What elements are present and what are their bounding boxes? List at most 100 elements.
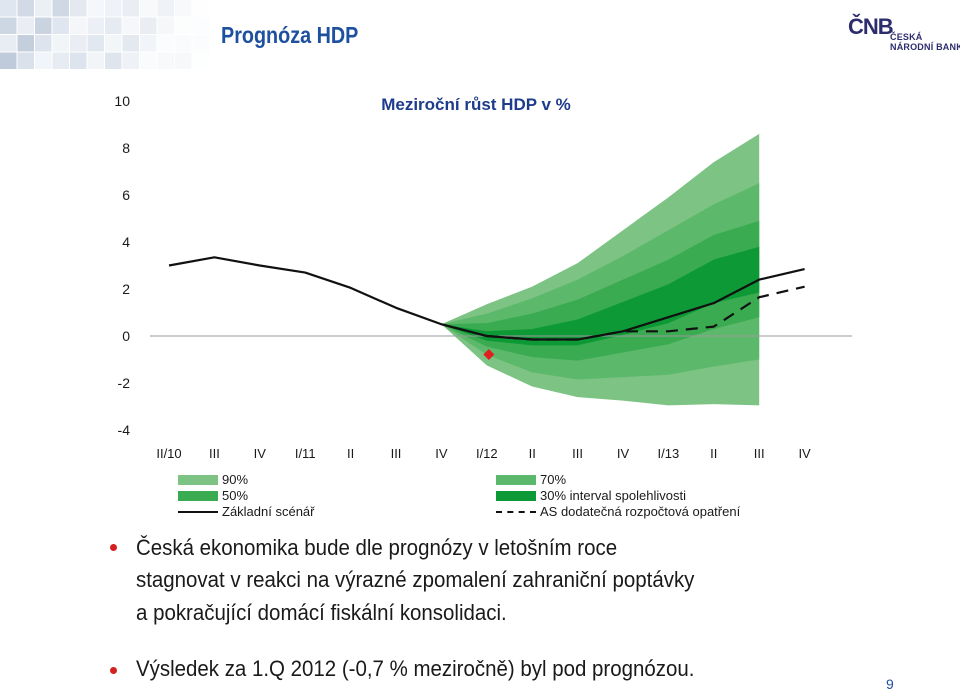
x-tick-label: IV (435, 446, 448, 461)
decorative-square (157, 52, 174, 69)
decorative-square (192, 35, 209, 52)
legend-swatch-30 (496, 491, 536, 501)
decorative-square (105, 52, 122, 69)
decorative-square (140, 0, 157, 17)
decorative-square (175, 52, 192, 69)
decorative-square (70, 0, 87, 17)
decorative-square (140, 52, 157, 69)
decorative-square (0, 52, 17, 69)
x-tick-label: III (754, 446, 765, 461)
x-tick-label: IV (798, 446, 811, 461)
legend-label-70: 70% (540, 472, 567, 487)
page-number: 9 (886, 676, 894, 692)
decorative-square (192, 52, 209, 69)
band-50 (441, 220, 760, 361)
legend-swatch-50 (178, 491, 218, 501)
decorative-square (157, 35, 174, 52)
x-tick-label: IV (617, 446, 630, 461)
decorative-square (140, 35, 157, 52)
cnb-logo-line2: NÁRODNÍ BANKA (890, 42, 960, 52)
x-tick-label: III (391, 446, 402, 461)
decorative-square (122, 52, 139, 69)
bullet-line: a pokračující domácí fiskální konsolidac… (136, 600, 507, 625)
legend-swatch-70 (496, 475, 536, 485)
decorative-square (157, 17, 174, 34)
decorative-square (87, 17, 104, 34)
bullet-line: stagnovat v reakci na výrazné zpomalení … (136, 567, 695, 592)
legend-line-baseline (178, 511, 218, 513)
x-tick-label: III (572, 446, 583, 461)
decorative-square (35, 0, 52, 17)
y-tick-label: 6 (122, 187, 130, 203)
x-tick-label: II/10 (156, 446, 181, 461)
decorative-square (52, 52, 69, 69)
legend-swatch-90 (178, 475, 218, 485)
decorative-square (105, 17, 122, 34)
legend-line-as (496, 511, 536, 513)
decorative-square (17, 17, 34, 34)
decorative-square (87, 0, 104, 17)
decorative-square (0, 0, 17, 17)
x-tick-label: II (529, 446, 536, 461)
decorative-square (122, 0, 139, 17)
decorative-square (192, 17, 209, 34)
decorative-square (70, 52, 87, 69)
decorative-square (35, 35, 52, 52)
decorative-square (175, 35, 192, 52)
x-tick-label: I/13 (658, 446, 680, 461)
x-tick-label: III (209, 446, 220, 461)
y-tick-label: 4 (122, 234, 130, 250)
legend-label-as: AS dodatečná rozpočtová opatření (540, 504, 741, 519)
x-tick-label: I/12 (476, 446, 498, 461)
legend-label-50: 50% (222, 488, 249, 503)
decorative-square (122, 17, 139, 34)
decorative-square (0, 35, 17, 52)
y-tick-label: 2 (122, 281, 130, 297)
x-tick-label: II (347, 446, 354, 461)
cnb-logo: ČNB ČESKÁ NÁRODNÍ BANKA (848, 14, 960, 58)
decorative-squares (0, 0, 209, 69)
y-tick-label: 10 (114, 93, 130, 109)
decorative-square (175, 0, 192, 17)
decorative-square (17, 52, 34, 69)
decorative-square (105, 0, 122, 17)
y-tick-label: -4 (118, 422, 131, 438)
y-tick-label: -2 (118, 375, 131, 391)
decorative-square (52, 17, 69, 34)
decorative-square (52, 0, 69, 17)
cnb-logo-text: ČESKÁ NÁRODNÍ BANKA (890, 32, 960, 52)
bullet-line: Výsledek za 1.Q 2012 (-0,7 % meziročně) … (136, 656, 695, 681)
legend-label-90: 90% (222, 472, 249, 487)
decorative-square (87, 35, 104, 52)
y-tick-label: 8 (122, 140, 130, 156)
bullet-marker (110, 667, 117, 674)
decorative-square (122, 35, 139, 52)
x-tick-label: I/11 (295, 446, 316, 461)
bullet-line: Česká ekonomika bude dle prognózy v leto… (136, 535, 618, 560)
decorative-square (70, 35, 87, 52)
cnb-logo-mark: ČNB (848, 14, 894, 39)
x-tick-label: II (710, 446, 717, 461)
decorative-square (157, 0, 174, 17)
y-tick-label: 0 (122, 328, 130, 344)
cnb-logo-line1: ČESKÁ (890, 32, 923, 42)
legend-label-30: 30% interval spolehlivosti (540, 488, 686, 503)
decorative-square (140, 17, 157, 34)
decorative-square (35, 52, 52, 69)
decorative-square (17, 0, 34, 17)
decorative-square (87, 52, 104, 69)
decorative-square (17, 35, 34, 52)
chart-title: Meziroční růst HDP v % (381, 95, 571, 114)
decorative-square (35, 17, 52, 34)
slide-title: Prognóza HDP (221, 22, 359, 48)
decorative-square (105, 35, 122, 52)
marker-diamond (483, 348, 495, 360)
decorative-square (52, 35, 69, 52)
decorative-square (70, 17, 87, 34)
legend-label-baseline: Základní scénář (222, 504, 315, 519)
decorative-square (0, 17, 17, 34)
x-tick-label: IV (254, 446, 267, 461)
bullet-marker (110, 544, 117, 551)
decorative-square (192, 0, 209, 17)
